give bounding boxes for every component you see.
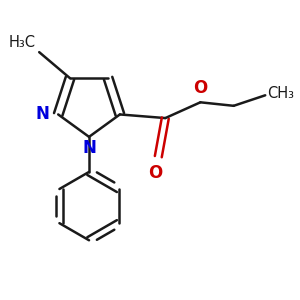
Text: N: N: [36, 105, 50, 123]
Text: CH₃: CH₃: [267, 86, 294, 101]
Text: N: N: [82, 139, 96, 157]
Text: O: O: [193, 79, 208, 97]
Text: H₃C: H₃C: [9, 35, 36, 50]
Text: O: O: [148, 164, 162, 182]
